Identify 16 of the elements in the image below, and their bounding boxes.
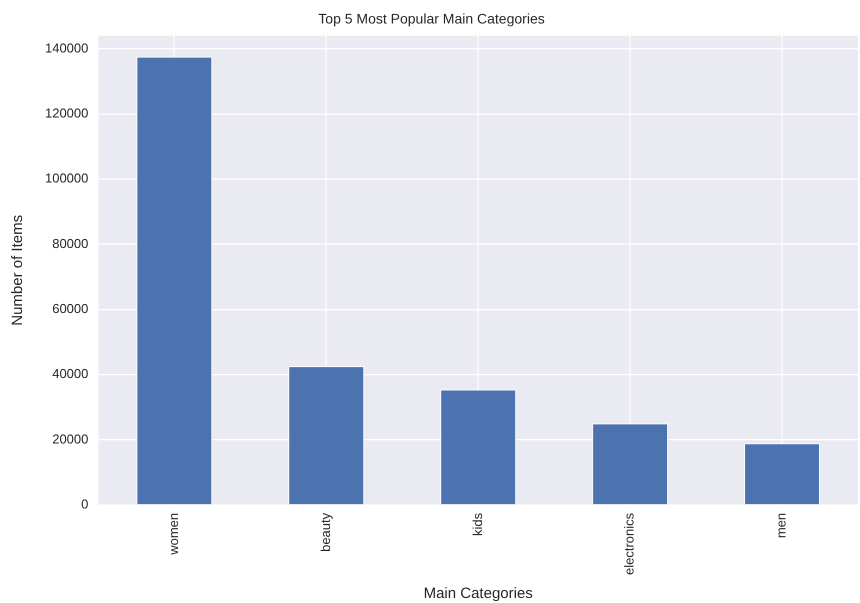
y-tick-label: 20000 — [52, 431, 88, 446]
x-tick-label: kids — [470, 512, 485, 536]
x-tick-label: electronics — [622, 512, 637, 576]
y-tick-label: 80000 — [52, 236, 88, 251]
y-tick-label: 100000 — [44, 170, 88, 186]
y-tick-label: 0 — [81, 496, 88, 512]
x-axis-title: Main Categories — [424, 585, 533, 602]
y-tick-label: 140000 — [44, 40, 88, 56]
x-tick-label: women — [166, 512, 181, 556]
x-tick-label: men — [774, 512, 789, 538]
y-tick-label: 40000 — [52, 366, 88, 382]
x-tick-label: beauty — [318, 512, 333, 552]
chart-title: Top 5 Most Popular Main Categories — [318, 10, 545, 26]
y-tick-label: 120000 — [44, 106, 88, 121]
y-tick-label: 60000 — [52, 301, 88, 316]
y-axis-title: Number of Items — [9, 214, 26, 326]
